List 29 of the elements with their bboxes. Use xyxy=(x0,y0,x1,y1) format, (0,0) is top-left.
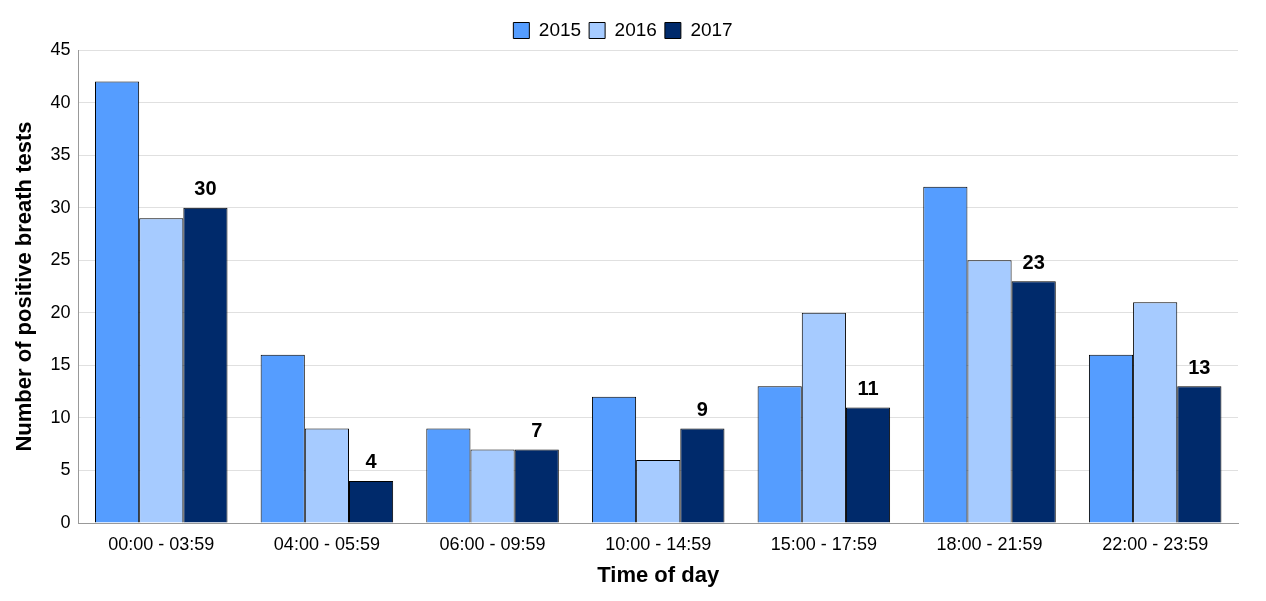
data-label: 13 xyxy=(1188,355,1211,378)
y-tick-label: 0 xyxy=(60,511,71,532)
y-axis-title: Number of positive breath tests xyxy=(11,121,37,452)
data-label: 11 xyxy=(857,376,879,399)
data-label: 23 xyxy=(1022,250,1045,273)
x-tick-label: 22:00 - 23:59 xyxy=(1102,533,1209,554)
data-label: 4 xyxy=(365,450,378,473)
y-tick-label: 40 xyxy=(50,91,71,112)
x-tick-label: 15:00 - 17:59 xyxy=(770,533,877,554)
y-tick-label: 20 xyxy=(50,301,71,322)
x-tick-label: 06:00 - 09:59 xyxy=(439,533,546,554)
y-tick-label: 25 xyxy=(50,249,71,270)
y-tick-label: 30 xyxy=(50,196,71,217)
legend-label: 2016 xyxy=(614,18,657,40)
y-tick-label: 45 xyxy=(50,38,71,59)
data-label: 30 xyxy=(194,177,217,200)
y-tick-label: 10 xyxy=(50,406,71,427)
x-tick-label: 00:00 - 03:59 xyxy=(108,533,215,554)
data-label: 7 xyxy=(531,418,543,441)
legend-label: 2015 xyxy=(538,18,582,40)
x-tick-label: 04:00 - 05:59 xyxy=(273,533,380,554)
legend-label: 2017 xyxy=(690,18,733,40)
y-tick-label: 5 xyxy=(60,459,71,480)
y-tick-label: 15 xyxy=(50,354,71,375)
x-axis-title: Time of day xyxy=(597,561,720,587)
data-label: 9 xyxy=(696,397,708,420)
x-tick-label: 10:00 - 14:59 xyxy=(605,533,712,554)
y-tick-label: 35 xyxy=(50,144,71,165)
x-tick-label: 18:00 - 21:59 xyxy=(936,533,1043,554)
